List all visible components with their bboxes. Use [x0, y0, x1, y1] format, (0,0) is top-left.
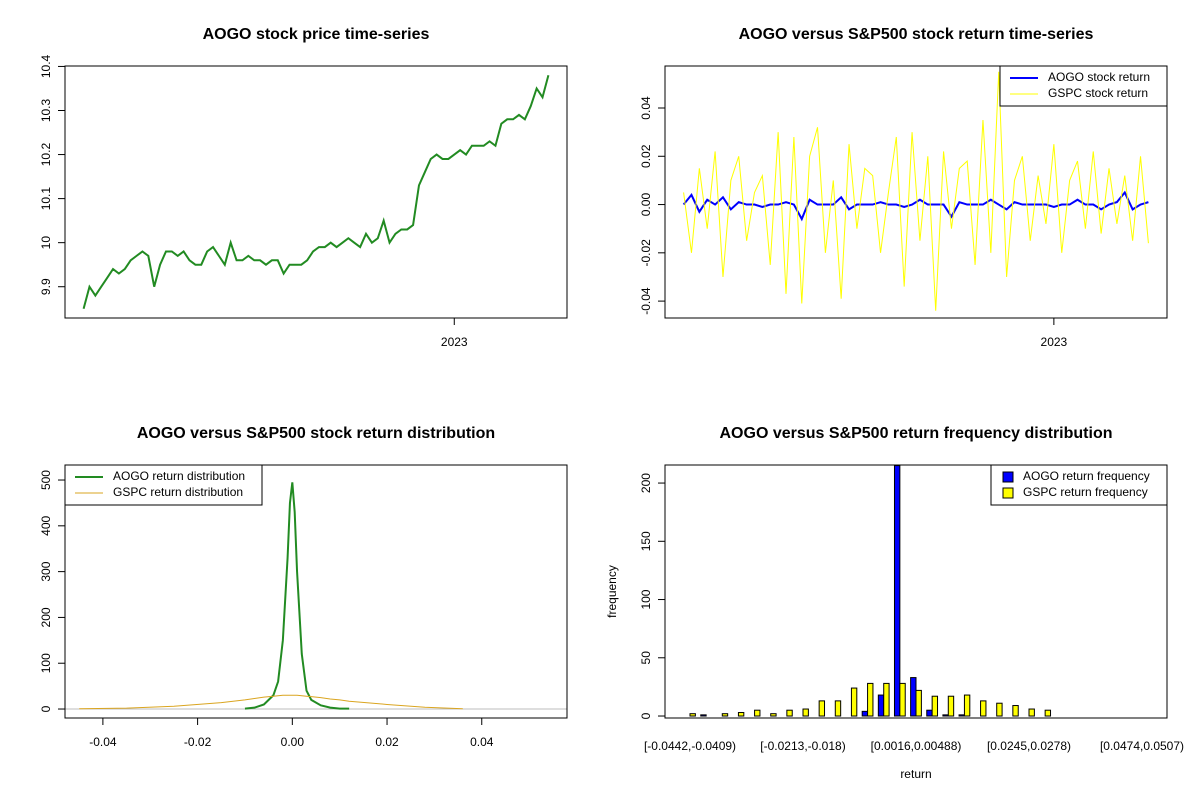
y-tick-label: 10	[39, 236, 53, 250]
bar	[737, 712, 745, 717]
bar	[850, 687, 858, 717]
y-tick-label: 500	[39, 470, 53, 490]
x-tick-label: [-0.0213,-0.018)	[760, 739, 845, 753]
x-tick-label: [0.0474,0.0507)	[1100, 739, 1184, 753]
y-tick-label: -0.02	[639, 239, 653, 267]
y-tick-label: 150	[639, 531, 653, 551]
data-line	[244, 482, 350, 710]
bar	[818, 700, 826, 717]
data-line	[683, 71, 1149, 311]
x-tick-label: -0.02	[184, 735, 212, 749]
bar	[754, 709, 761, 717]
x-tick-label: 0.04	[470, 735, 494, 749]
y-tick-label: 0	[639, 712, 653, 719]
bar	[1012, 705, 1019, 717]
x-tick-label: [-0.0442,-0.0409)	[644, 739, 736, 753]
bar	[770, 713, 777, 717]
legend-label: AOGO return frequency	[1023, 469, 1150, 483]
y-tick-label: 9.9	[39, 278, 53, 295]
bar	[721, 713, 729, 717]
bar	[700, 714, 707, 717]
y-tick-label: 200	[39, 607, 53, 627]
bar	[883, 682, 890, 717]
bar	[942, 714, 949, 717]
plot-frame	[664, 464, 1168, 719]
legend-box	[990, 464, 1168, 506]
chart-title: AOGO versus S&P500 stock return time-ser…	[739, 26, 1094, 43]
y-tick-label: 50	[639, 651, 653, 665]
x-tick-label: 2023	[441, 335, 468, 349]
legend-label: GSPC return distribution	[113, 485, 243, 499]
legend-swatch	[1002, 471, 1014, 483]
bar	[996, 702, 1003, 717]
x-tick-label: 2023	[1041, 335, 1068, 349]
x-tick-label: -0.04	[89, 735, 117, 749]
y-tick-label: 100	[639, 589, 653, 609]
bar	[899, 682, 906, 717]
x-axis-label: return	[900, 767, 931, 781]
y-tick-label: 100	[39, 653, 53, 673]
legend-label: AOGO stock return	[1048, 70, 1150, 84]
plot-frame	[664, 65, 1168, 319]
y-tick-label: 200	[639, 473, 653, 493]
y-tick-label: -0.04	[639, 287, 653, 315]
bar	[915, 689, 922, 717]
legend-label: GSPC stock return	[1048, 86, 1148, 100]
y-tick-label: 400	[39, 515, 53, 535]
chart-title: AOGO stock price time-series	[203, 26, 430, 43]
bar	[980, 700, 987, 717]
y-tick-label: 0.00	[639, 193, 653, 217]
bar	[802, 708, 809, 717]
x-tick-label: 0.00	[281, 735, 305, 749]
legend-box	[999, 65, 1168, 107]
bar	[834, 700, 842, 717]
plot-frame	[64, 464, 568, 719]
legend-swatch	[1002, 487, 1014, 499]
bar	[893, 465, 901, 717]
legend-box	[64, 464, 263, 506]
bar	[958, 714, 965, 717]
x-tick-label: [0.0245,0.0278)	[987, 739, 1071, 753]
bar	[786, 709, 793, 717]
plot-frame	[64, 65, 568, 319]
y-tick-label: 0	[39, 705, 53, 712]
bar	[931, 695, 939, 717]
legend-label: AOGO return distribution	[113, 469, 245, 483]
data-line	[79, 694, 463, 710]
y-tick-label: 0.02	[639, 144, 653, 168]
y-tick-label: 300	[39, 561, 53, 581]
y-axis-label: frequency	[605, 565, 619, 618]
bar	[926, 709, 933, 717]
y-tick-label: 10.2	[39, 143, 53, 167]
data-line	[82, 74, 550, 310]
bar	[1044, 709, 1052, 717]
legend-label: GSPC return frequency	[1023, 485, 1148, 499]
y-tick-label: 10.4	[39, 54, 53, 78]
bar	[1028, 708, 1035, 717]
bars	[689, 465, 1052, 717]
y-tick-label: 10.1	[39, 187, 53, 211]
bar	[861, 710, 869, 717]
bar	[689, 713, 696, 717]
bar	[963, 694, 971, 717]
bar	[867, 682, 874, 717]
bar	[947, 695, 955, 717]
chart-title: AOGO versus S&P500 stock return distribu…	[137, 425, 495, 442]
bar	[877, 694, 885, 717]
y-tick-label: 0.04	[639, 96, 653, 120]
bar	[910, 677, 917, 717]
y-tick-label: 10.3	[39, 98, 53, 122]
x-tick-label: 0.02	[375, 735, 399, 749]
chart-title: AOGO versus S&P500 return frequency dist…	[720, 425, 1113, 442]
x-tick-label: [0.0016,0.00488)	[871, 739, 962, 753]
data-line	[682, 190, 1149, 222]
